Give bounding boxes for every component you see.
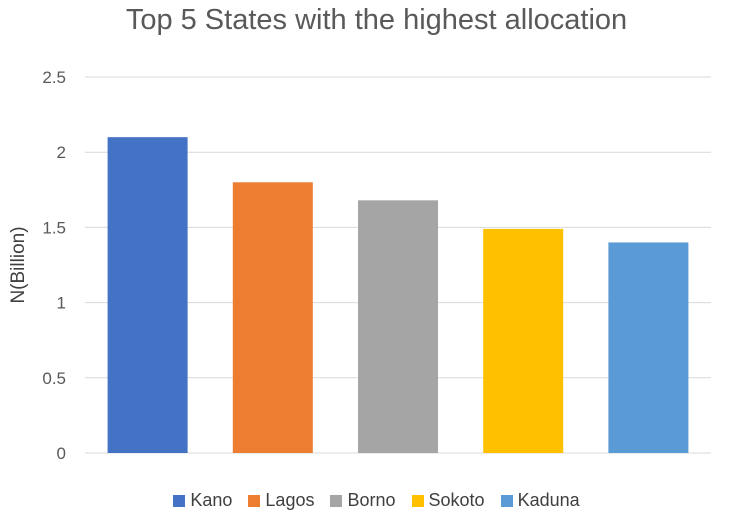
legend-label: Kano xyxy=(190,490,232,511)
bar-lagos xyxy=(233,182,313,453)
legend-swatch xyxy=(173,495,185,507)
legend-label: Kaduna xyxy=(518,490,580,511)
legend-label: Sokoto xyxy=(429,490,485,511)
legend-swatch xyxy=(412,495,424,507)
legend-item-kano: Kano xyxy=(173,490,232,511)
legend-swatch xyxy=(248,495,260,507)
y-tick-label: 0.5 xyxy=(42,369,66,388)
bar-borno xyxy=(358,200,438,453)
legend-label: Lagos xyxy=(265,490,314,511)
legend-swatch xyxy=(330,495,342,507)
legend-item-borno: Borno xyxy=(330,490,395,511)
bar-sokoto xyxy=(483,229,563,453)
legend: Kano Lagos Borno Sokoto Kaduna xyxy=(0,490,753,511)
bar-kano xyxy=(108,137,188,453)
y-tick-label: 2 xyxy=(57,143,66,162)
y-tick-label: 1 xyxy=(57,294,66,313)
bar-kaduna xyxy=(608,242,688,453)
y-tick-label: 2.5 xyxy=(42,68,66,87)
legend-item-sokoto: Sokoto xyxy=(412,490,485,511)
legend-item-kaduna: Kaduna xyxy=(501,490,580,511)
y-tick-label: 0 xyxy=(57,444,66,463)
legend-label: Borno xyxy=(347,490,395,511)
legend-swatch xyxy=(501,495,513,507)
y-tick-label: 1.5 xyxy=(42,218,66,237)
legend-item-lagos: Lagos xyxy=(248,490,314,511)
